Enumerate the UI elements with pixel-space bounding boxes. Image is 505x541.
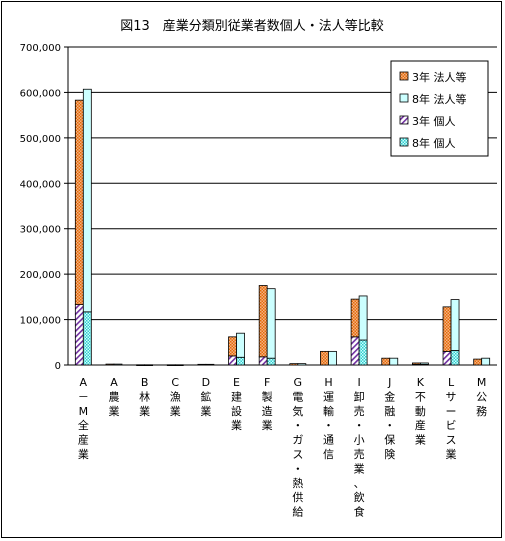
bar-segment xyxy=(358,339,368,366)
legend-entry: 3年 個人 xyxy=(412,114,456,128)
bar-segment xyxy=(144,364,154,366)
category-label: C 漁業 xyxy=(170,376,181,418)
legend-swatch xyxy=(399,71,409,81)
bar-segment xyxy=(105,363,115,366)
bar-segment xyxy=(358,295,368,341)
bar-segment xyxy=(82,311,92,366)
category-label: H 運輸・通信 xyxy=(323,376,334,461)
bar-segment xyxy=(328,350,337,366)
legend-swatch xyxy=(399,137,409,147)
bar-segment xyxy=(419,362,429,365)
y-tick-label: 0 xyxy=(55,361,61,372)
legend-entry: 8年 個人 xyxy=(412,136,456,150)
category-label: D 鉱業 xyxy=(200,376,211,418)
bar-segment xyxy=(258,356,268,366)
bar-segment xyxy=(320,350,329,366)
y-tick-label: 600,000 xyxy=(20,88,61,99)
bar-segment xyxy=(450,350,460,366)
legend-swatch xyxy=(399,93,409,103)
bar-segment xyxy=(82,88,92,313)
category-label: A － M 全産業 xyxy=(78,376,89,461)
bar-segment xyxy=(228,355,237,366)
bar-segment xyxy=(136,364,146,366)
bar-segment xyxy=(74,304,84,366)
bar-segment xyxy=(481,357,491,366)
legend-entry: 8年 法人等 xyxy=(412,92,467,106)
y-tick-label: 100,000 xyxy=(20,316,61,327)
bar-segment xyxy=(236,332,245,358)
bar-segment xyxy=(197,363,207,366)
bar-segment xyxy=(350,336,360,366)
bar-segment xyxy=(113,363,123,366)
bar-segment xyxy=(74,99,84,305)
bar-segment xyxy=(450,299,460,351)
legend-entry: 3年 法人等 xyxy=(412,70,467,84)
category-label: J 金融・保険 xyxy=(384,376,395,461)
y-tick-label: 700,000 xyxy=(20,43,61,54)
y-tick-label: 200,000 xyxy=(20,270,61,281)
bar-segment xyxy=(266,288,276,359)
bar-segment xyxy=(174,364,184,366)
bar-segment xyxy=(473,358,483,366)
bar-segment xyxy=(350,298,360,338)
y-tick-label: 500,000 xyxy=(20,134,61,145)
bar-segment xyxy=(228,336,237,357)
category-label: E 建設業 xyxy=(231,376,242,432)
bar-segment xyxy=(236,356,245,366)
bar-segment xyxy=(266,357,276,366)
category-label: B 林業 xyxy=(139,376,150,418)
category-label: M 公務 xyxy=(476,376,487,418)
bar-segment xyxy=(411,362,421,365)
bar-segment xyxy=(442,306,452,352)
chart-title: 図13 産業分類別従業者数個人・法人等比較 xyxy=(120,18,384,34)
category-label: K 不動産業 xyxy=(415,376,426,447)
y-tick-label: 400,000 xyxy=(20,179,61,190)
bar-segment xyxy=(442,350,452,366)
category-label: G 電気・ガス・熱供給 xyxy=(292,376,303,519)
bar-segment xyxy=(258,285,268,358)
category-label: F 製造業 xyxy=(262,376,273,432)
bar-segment xyxy=(205,363,215,366)
category-label: L サービス業 xyxy=(446,376,457,461)
category-label: I 卸売・小売業、飲食 xyxy=(354,376,365,519)
category-label: A 農業 xyxy=(108,376,119,418)
y-tick-label: 300,000 xyxy=(20,225,61,236)
bar-segment xyxy=(381,357,391,366)
bar-segment xyxy=(389,357,399,366)
bar-segment xyxy=(289,363,299,366)
bar-segment xyxy=(297,363,307,366)
legend-swatch xyxy=(399,115,409,125)
bar-segment xyxy=(166,364,176,366)
